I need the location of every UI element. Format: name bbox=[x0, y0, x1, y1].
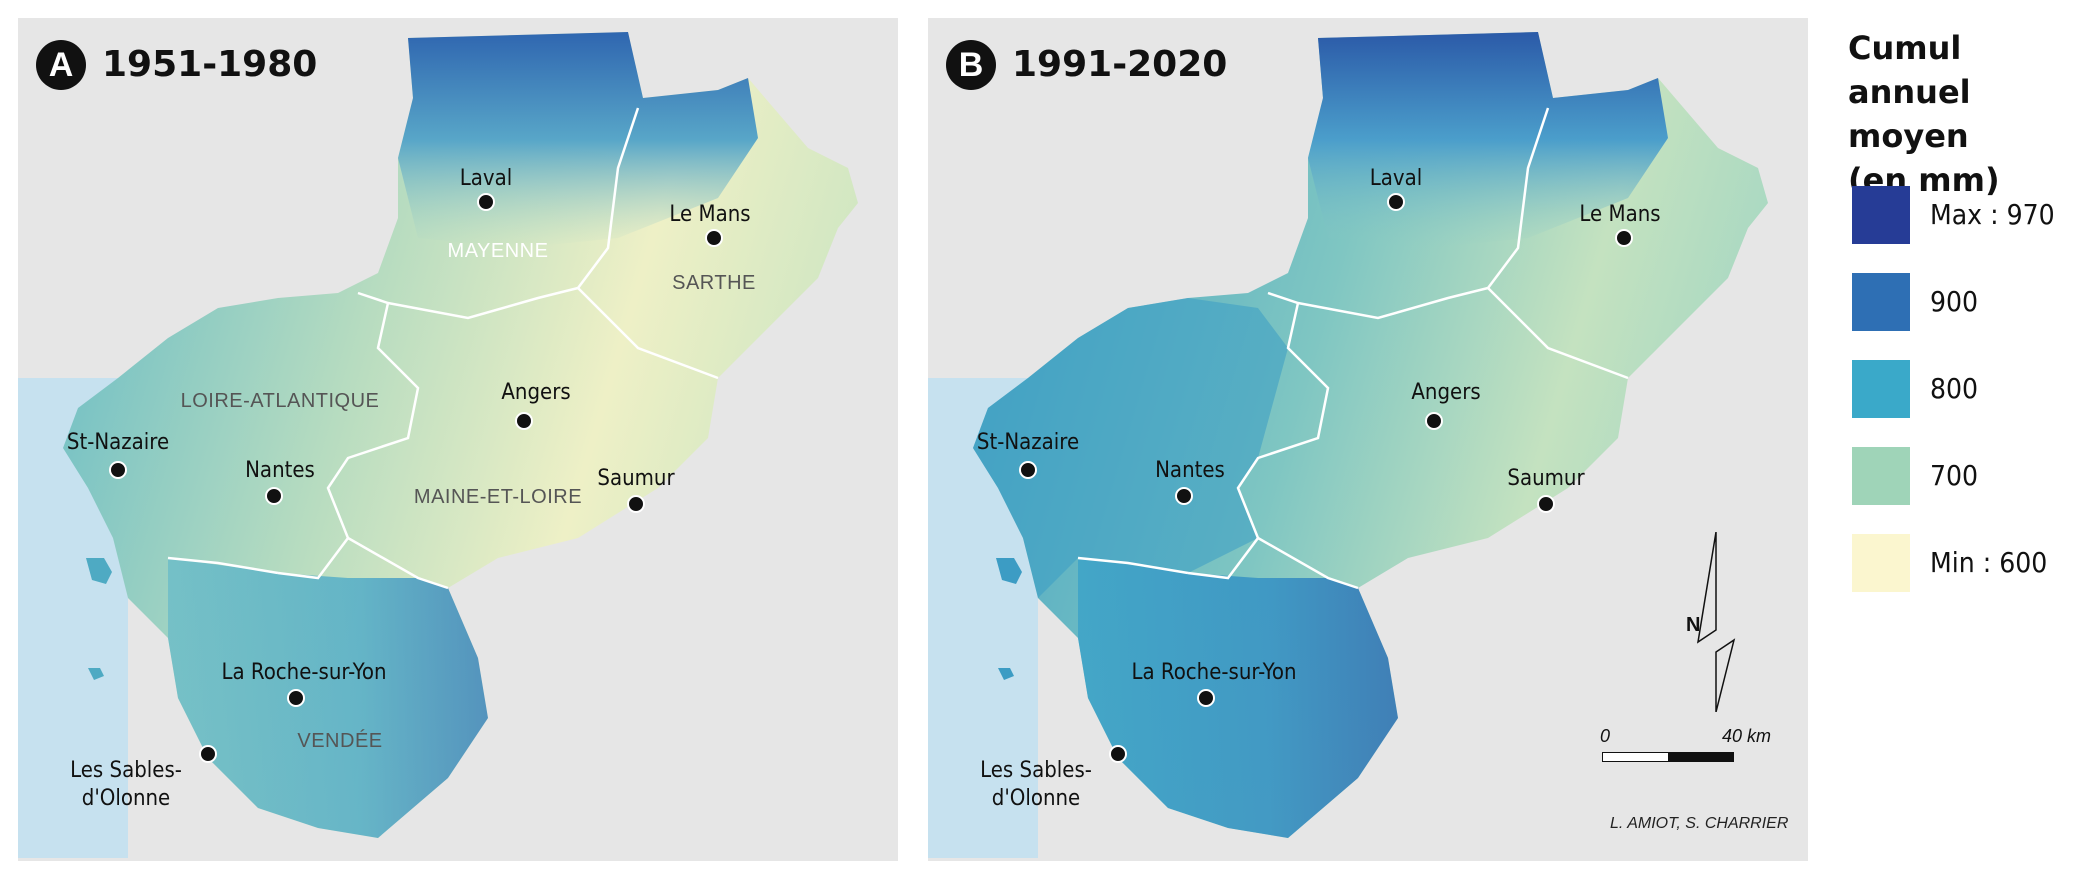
city-label-nantes: Nantes bbox=[245, 458, 315, 483]
city-label-le-mans: Le Mans bbox=[669, 202, 751, 227]
vendee-gradient-overlay bbox=[1078, 558, 1398, 838]
city-dot-le-mans bbox=[705, 229, 723, 247]
scale-bar bbox=[1602, 752, 1734, 762]
city-dot-les-sables-d-olonne bbox=[199, 745, 217, 763]
city-dot-la-roche-sur-yon bbox=[1197, 689, 1215, 707]
map-panel-1951-1980: A 1951-1980 Laval Le Mans Angers St-Naza… bbox=[18, 18, 898, 861]
precipitation-map-a bbox=[18, 32, 858, 858]
city-label-les-sables: Les Sables- bbox=[980, 758, 1092, 783]
legend-swatch bbox=[1852, 273, 1910, 331]
city-label-nantes: Nantes bbox=[1155, 458, 1225, 483]
period-title: 1991-2020 bbox=[1012, 44, 1228, 85]
island-2 bbox=[88, 668, 104, 680]
city-label-st-nazaire: St-Nazaire bbox=[976, 430, 1080, 455]
dept-label-sarthe: SARTHE bbox=[672, 272, 756, 294]
north-label: N bbox=[1686, 614, 1701, 636]
city-dot-la-roche-sur-yon bbox=[287, 689, 305, 707]
city-dot-saumur bbox=[1537, 495, 1555, 513]
legend-label: Min : 600 bbox=[1930, 546, 2048, 579]
legend-title: Cumul annuel moyen (en mm) bbox=[1848, 26, 2079, 202]
city-label-angers: Angers bbox=[1411, 380, 1481, 405]
city-dot-st-nazaire bbox=[1019, 461, 1037, 479]
city-label-la-roche-sur-yon: La Roche-sur-Yon bbox=[221, 660, 387, 685]
city-label-la-roche-sur-yon: La Roche-sur-Yon bbox=[1131, 660, 1297, 685]
legend-swatch bbox=[1852, 534, 1910, 592]
scale-start-label: 0 bbox=[1600, 726, 1611, 746]
legend-title-line: Cumul annuel bbox=[1848, 29, 1971, 111]
map-panel-1991-2020: B 1991-2020 Laval Le Mans Angers St-Naza… bbox=[928, 18, 1808, 861]
city-dot-angers bbox=[515, 412, 533, 430]
panel-badge: A bbox=[36, 40, 86, 90]
island-2 bbox=[998, 668, 1014, 680]
period-title: 1951-1980 bbox=[102, 44, 318, 85]
legend-label: 900 bbox=[1930, 285, 1979, 318]
city-label-saumur: Saumur bbox=[1507, 466, 1585, 491]
city-label-angers: Angers bbox=[501, 380, 571, 405]
legend-swatch bbox=[1852, 360, 1910, 418]
dept-label-maine-et-loire: MAINE-ET-LOIRE bbox=[413, 486, 583, 508]
panel-badge: B bbox=[946, 40, 996, 90]
city-dot-laval bbox=[1387, 193, 1405, 211]
precipitation-map-b bbox=[928, 32, 1768, 858]
city-dot-nantes bbox=[265, 487, 283, 505]
city-dot-saumur bbox=[627, 495, 645, 513]
city-dot-angers bbox=[1425, 412, 1443, 430]
legend-swatch bbox=[1852, 186, 1910, 244]
scale-bar-black-segment bbox=[1668, 753, 1733, 761]
west-gradient-overlay bbox=[973, 298, 1288, 598]
vendee-gradient-overlay bbox=[168, 558, 488, 838]
city-dot-st-nazaire bbox=[109, 461, 127, 479]
department-borders bbox=[167, 107, 719, 590]
city-dot-laval bbox=[477, 193, 495, 211]
legend-label: Max : 970 bbox=[1930, 198, 2055, 231]
legend-label: 700 bbox=[1930, 459, 1979, 492]
dept-label-vendee: VENDÉE bbox=[297, 730, 383, 752]
city-label-le-mans: Le Mans bbox=[1579, 202, 1661, 227]
scale-bar-white-segment bbox=[1603, 753, 1668, 761]
scale-end-label: 40 km bbox=[1722, 726, 1772, 746]
city-dot-le-mans bbox=[1615, 229, 1633, 247]
legend-label: 800 bbox=[1930, 372, 1979, 405]
city-label-laval: Laval bbox=[459, 166, 513, 191]
city-label-les-sables: Les Sables- bbox=[70, 758, 182, 783]
city-label-st-nazaire: St-Nazaire bbox=[66, 430, 170, 455]
city-label-d-olonne: d'Olonne bbox=[991, 786, 1081, 811]
department-borders bbox=[1077, 107, 1629, 590]
dept-label-loire-atlantique: LOIRE-ATLANTIQUE bbox=[180, 390, 380, 412]
north-arrow-icon bbox=[1696, 532, 1736, 712]
city-dot-nantes bbox=[1175, 487, 1193, 505]
city-label-saumur: Saumur bbox=[597, 466, 675, 491]
city-label-d-olonne: d'Olonne bbox=[81, 786, 171, 811]
legend-title-line: moyen bbox=[1848, 117, 1969, 155]
city-label-laval: Laval bbox=[1369, 166, 1423, 191]
dept-label-mayenne: MAYENNE bbox=[447, 240, 549, 262]
legend-swatch bbox=[1852, 447, 1910, 505]
city-dot-les-sables-d-olonne bbox=[1109, 745, 1127, 763]
island-1 bbox=[86, 558, 112, 584]
island-1 bbox=[996, 558, 1022, 584]
credit-text: L. AMIOT, S. CHARRIER bbox=[1610, 815, 1789, 832]
